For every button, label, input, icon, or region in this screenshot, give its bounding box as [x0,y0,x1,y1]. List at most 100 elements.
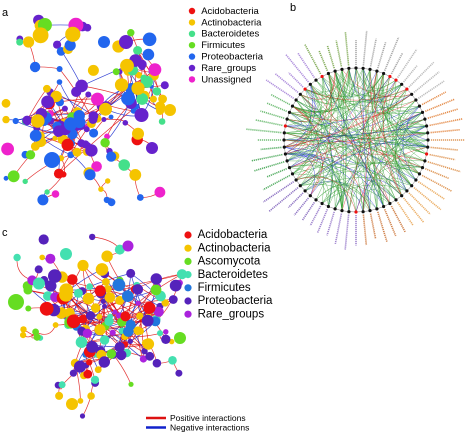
panel-a-node-large [44,152,60,168]
legend-a-label-6: Unassigned [201,74,251,85]
panel-b-ring-node [298,184,302,188]
legend-c-label-2: Ascomycota [198,256,261,268]
panel-b-spoke-label [417,80,445,99]
panel-a-node [23,36,35,48]
panel-b-ring-node [285,117,289,121]
panel-b-spoke-label [369,213,377,239]
panel-b-chord [300,68,350,104]
panel-c-node [120,311,131,322]
panel-c-node [90,303,101,313]
panel-b-chord [402,105,420,181]
panel-b-chord [321,76,402,97]
panel-b-spoke-label [255,119,283,127]
panel-b-spoke-label [284,53,310,83]
panel-b-chord [362,165,423,212]
panel-b-chord [285,125,423,168]
panel-a-node [158,94,168,104]
panel-b-ring-node [426,131,430,135]
legend-c-swatch-1 [184,244,192,252]
panel-a-node [89,128,99,138]
panel-b-ring-node [340,209,344,213]
panel-c-node [127,338,133,344]
panel-b-chord [295,105,420,181]
panel-b-ring-node [340,67,344,71]
panel-c-node [157,330,163,337]
panel-b-spoke-label [262,174,291,191]
panel-c-node [20,326,27,333]
panel-b-spoke-label [413,186,442,211]
panel-b-spoke-label [383,36,400,72]
panel-c-node [96,313,103,320]
panel-b-spoke-label [430,128,461,134]
panel-b-chord [407,105,429,141]
panel-c-node [87,392,95,400]
panel-b-chord [328,73,412,186]
panel-b-chord [292,105,427,155]
panel-c-node [48,269,62,283]
panel-a-node [67,151,75,159]
panel-a-node [16,38,24,46]
panel-a-node [44,189,50,195]
panel-b-chord [295,76,323,181]
legend-a-swatch-4 [188,53,196,60]
panel-b-chord [284,146,408,192]
panel-b-spoke-label [408,192,431,215]
panel-a-node [51,190,60,198]
panel-c-node [114,244,125,255]
panel-a-node [127,29,135,37]
panel-b-spoke-label [362,30,368,66]
panel-c-node [109,329,116,336]
panel-b-spoke-label [268,186,299,213]
panel-a-letter: a [2,7,9,19]
panel-b-ring-node [388,74,392,79]
panel-a-node [136,194,144,201]
panel-b-ring-node [326,204,330,209]
panel-c-node [141,314,154,327]
panel-b-ring-node [298,92,302,96]
panel-b-ring-node [326,71,330,76]
legend-a-label-1: Actinobacteria [201,17,262,28]
panel-c-node-large [174,332,186,344]
panel-b-ring-node [308,194,312,198]
panel-a-node [75,79,88,93]
panel-c-node [161,334,171,344]
legend-a-swatch-3 [188,42,196,49]
panel-a-node [83,126,90,133]
panel-b-chord [304,88,334,207]
panel-c-node [38,234,49,245]
panel-a-node [63,117,78,131]
panel-c-node [13,253,21,262]
panel-b-chord [305,88,407,101]
panel-b-spoke-label [316,208,329,234]
panel-a-node [100,138,110,148]
panel-a-node [101,117,107,122]
panel-b-spoke-label [421,174,453,192]
panel-b-chord [369,69,427,127]
panel-a-node [98,186,104,192]
panel-c-node-large [8,294,24,310]
panel-c-node-large [122,240,134,252]
panel-c-node [142,338,155,350]
panel-b-chord [362,68,371,211]
panel-b-chord [284,132,429,141]
panel-b-chord [396,112,428,148]
panel-b-chord [408,125,427,155]
panel-a-node [140,75,153,88]
panel-c-node [99,335,110,345]
panel-c-node [136,312,144,320]
panel-b-spoke-label [274,72,299,94]
panel-a-node [108,114,114,120]
panel-a-node-large [164,104,176,116]
panel-b-ring-node [410,184,414,188]
panel-b-chord [305,88,420,108]
panel-a-node [129,169,142,181]
panel-a-node [136,93,149,105]
panel-c-node [94,324,106,336]
panel-c-node [139,355,147,363]
panel-b-chord [300,112,423,186]
panel-a-node [120,58,134,73]
panel-b-chord [387,80,417,181]
panel-b-ring-node [426,138,430,142]
panel-b-ring-node [410,92,414,96]
